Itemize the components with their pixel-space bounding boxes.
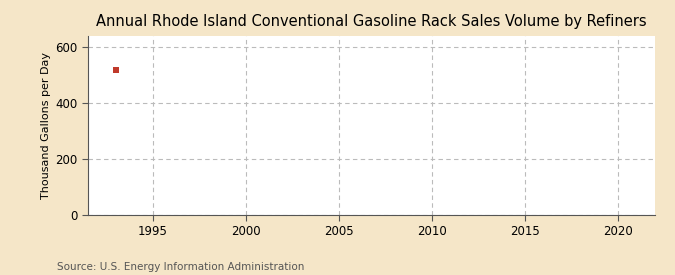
Text: Source: U.S. Energy Information Administration: Source: U.S. Energy Information Administ… <box>57 262 304 272</box>
Y-axis label: Thousand Gallons per Day: Thousand Gallons per Day <box>41 52 51 199</box>
Title: Annual Rhode Island Conventional Gasoline Rack Sales Volume by Refiners: Annual Rhode Island Conventional Gasolin… <box>96 14 647 29</box>
